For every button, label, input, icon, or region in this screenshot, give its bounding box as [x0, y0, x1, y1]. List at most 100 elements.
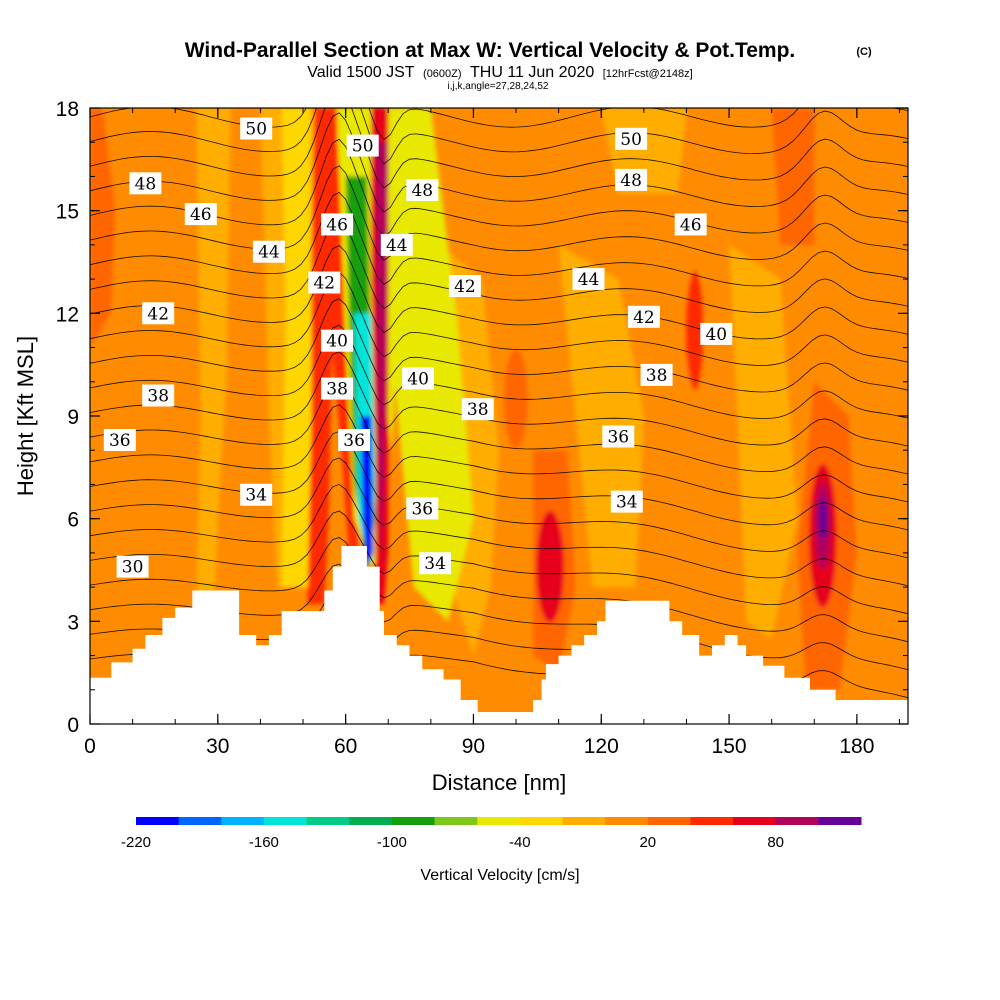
- theta-label-text: 48: [135, 174, 157, 194]
- x-tick-label: 120: [584, 735, 619, 758]
- theta-contour: [90, 377, 908, 475]
- downdraft-core: [360, 416, 374, 567]
- theta-label-text: 44: [578, 270, 600, 290]
- theta-label: 40: [321, 329, 354, 352]
- theta-label: 36: [103, 429, 136, 451]
- theta-contour: [90, 218, 908, 313]
- subtitle-forecast: [12hrFcst@2148z]: [603, 68, 693, 80]
- colorbar-swatch: [434, 817, 478, 825]
- sink-region: [729, 244, 798, 639]
- theta-label-bg: [321, 377, 354, 400]
- theta-label-text: 36: [411, 499, 433, 519]
- theta-label-bg: [129, 172, 162, 195]
- colorbar-swatch: [562, 817, 606, 825]
- theta-label: 48: [615, 168, 648, 191]
- y-tick-label: 15: [56, 201, 79, 224]
- theta-label-bg: [602, 425, 635, 448]
- theta-label: 46: [184, 203, 217, 226]
- theta-contour: [90, 404, 908, 503]
- x-tick-label: 60: [334, 735, 357, 758]
- title-unit: (C): [856, 46, 872, 58]
- colorbar-tick-label: -100: [377, 834, 407, 851]
- x-axis: 0 30 60 90 120 150 180: [84, 108, 900, 758]
- colorbar-swatch: [391, 817, 435, 825]
- theta-label: 40: [402, 367, 435, 390]
- theta-label-bg: [240, 483, 273, 506]
- theta-label: 36: [602, 425, 635, 448]
- theta-label-bg: [627, 305, 660, 328]
- theta-label-text: 38: [147, 387, 169, 407]
- theta-contour: [90, 324, 908, 419]
- updraft-core: [536, 510, 565, 623]
- theta-label-bg: [103, 429, 136, 451]
- theta-label-bg: [240, 117, 273, 140]
- y-tick-label: 3: [67, 611, 79, 634]
- theta-label-text: 40: [407, 369, 429, 389]
- colorbar-tick-label: -220: [121, 834, 151, 851]
- theta-label-bg: [419, 552, 452, 575]
- theta-label: 42: [142, 302, 175, 325]
- colorbar-tick-label: -40: [509, 834, 531, 851]
- theta-label: 36: [406, 497, 439, 520]
- theta-label-text: 42: [454, 277, 476, 297]
- theta-label: 50: [240, 117, 273, 140]
- chart-subtitle: Valid 1500 JST (0600Z) THU 11 Jun 2020 […: [307, 64, 692, 81]
- subtitle-date: THU 11 Jun 2020: [470, 64, 594, 81]
- y-tick-label: 9: [67, 406, 79, 429]
- theta-label: 44: [380, 233, 413, 256]
- colorbar-swatch: [733, 817, 777, 825]
- theta-label: 38: [321, 377, 354, 400]
- theta-label-bg: [610, 490, 643, 513]
- colorbar-swatch: [605, 817, 649, 825]
- theta-label: 44: [572, 268, 605, 291]
- theta-label: 50: [615, 127, 648, 150]
- theta-label-bg: [448, 275, 481, 297]
- colorbar-title: Vertical Velocity [cm/s]: [420, 867, 579, 884]
- theta-contour: [90, 108, 908, 165]
- theta-contour: [90, 430, 908, 531]
- theta-label-text: 40: [705, 325, 727, 345]
- theta-label: 38: [142, 384, 175, 407]
- theta-label-bg: [406, 497, 439, 520]
- x-tick-label: 0: [84, 735, 96, 758]
- theta-label-bg: [142, 384, 175, 407]
- subtitle-utc: (0600Z): [423, 68, 462, 80]
- theta-label: 42: [627, 305, 660, 328]
- colorbar-swatch: [818, 817, 862, 825]
- theta-label-text: 40: [326, 332, 348, 352]
- theta-label-bg: [615, 127, 648, 150]
- y-tick-label: 0: [67, 714, 79, 737]
- colorbar-swatch: [477, 817, 521, 825]
- theta-label-text: 36: [109, 431, 131, 451]
- theta-contour: [90, 537, 908, 643]
- theta-label-bg: [252, 240, 285, 263]
- sink-region: [281, 108, 312, 588]
- y-tick-label: 18: [56, 98, 79, 121]
- theta-contour: [90, 457, 908, 559]
- theta-label-bg: [308, 271, 341, 294]
- theta-label: 48: [129, 172, 162, 195]
- colorbar-swatch: [136, 817, 180, 825]
- theta-label-bg: [402, 367, 435, 390]
- theta-contour: [90, 165, 908, 261]
- theta-label: 46: [321, 213, 354, 236]
- theta-contour: [90, 138, 908, 237]
- theta-label-bg: [640, 363, 673, 386]
- theta-label: 36: [338, 429, 371, 451]
- theta-label: 50: [346, 134, 379, 157]
- theta-label-text: 46: [190, 205, 212, 225]
- x-tick-label: 90: [462, 735, 485, 758]
- theta-label-bg: [116, 555, 149, 578]
- updraft-core: [818, 496, 827, 541]
- theta-label-text: 50: [352, 137, 374, 157]
- theta-label: 38: [461, 398, 494, 421]
- theta-label: 42: [448, 275, 481, 297]
- theta-label-text: 50: [620, 130, 642, 150]
- y-tick-label: 6: [67, 509, 79, 532]
- theta-contour: [90, 298, 908, 393]
- colorbar: -220 -160 -100 -40 20 80: [121, 817, 862, 851]
- theta-label: 48: [406, 179, 439, 202]
- theta-label-bg: [572, 268, 605, 291]
